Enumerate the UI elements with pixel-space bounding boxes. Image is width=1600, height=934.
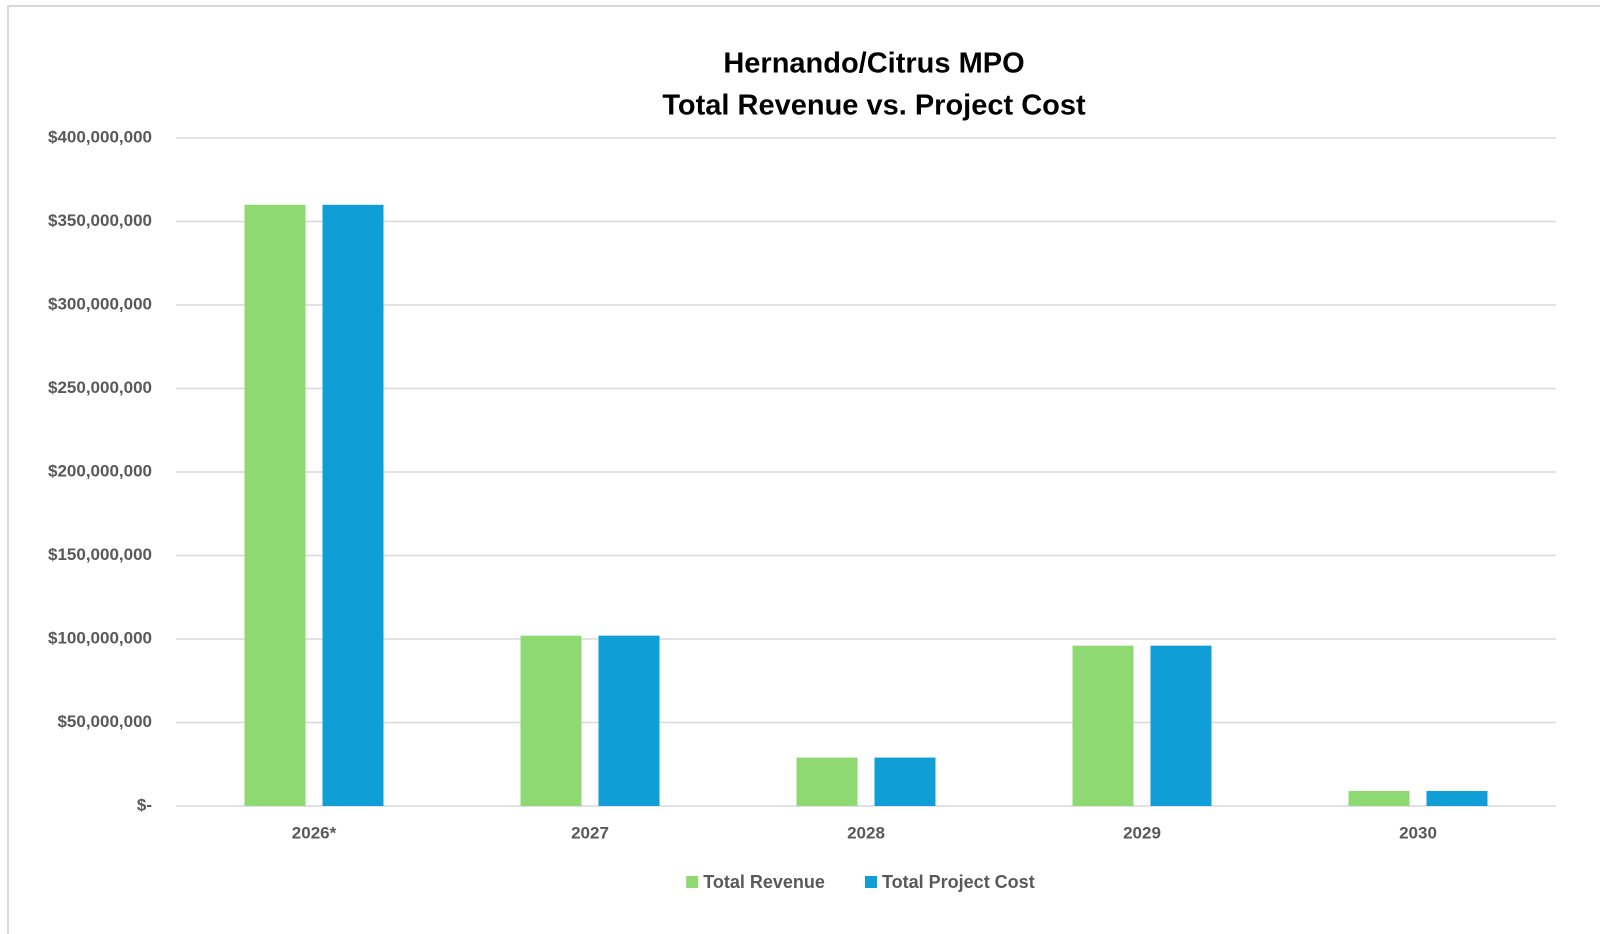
bar — [520, 635, 582, 806]
x-tick-label: 2027 — [571, 823, 609, 842]
bar — [322, 204, 384, 807]
y-tick-label: $200,000,000 — [48, 461, 152, 480]
y-tick-label: $50,000,000 — [57, 712, 152, 731]
bar — [1426, 790, 1488, 806]
bar — [1348, 790, 1410, 806]
y-tick-label: $300,000,000 — [48, 294, 152, 313]
y-tick-label: $100,000,000 — [48, 628, 152, 647]
chart-frame — [7, 5, 1600, 934]
x-tick-label: 2029 — [1123, 823, 1161, 842]
x-tick-label: 2026* — [292, 823, 337, 842]
legend-label: Total Project Cost — [882, 872, 1035, 892]
y-tick-label: $150,000,000 — [48, 545, 152, 564]
x-tick-label: 2028 — [847, 823, 885, 842]
y-tick-label: $400,000,000 — [48, 127, 152, 146]
y-tick-label: $350,000,000 — [48, 211, 152, 230]
bar — [244, 204, 306, 807]
y-tick-label: $- — [137, 795, 152, 814]
bar — [874, 757, 936, 806]
chart-title: Hernando/Citrus MPO — [723, 48, 1024, 80]
legend-swatch — [865, 876, 877, 888]
bar — [598, 635, 660, 806]
chart-subtitle: Total Revenue vs. Project Cost — [662, 90, 1086, 122]
legend-label: Total Revenue — [703, 872, 825, 892]
x-tick-label: 2030 — [1399, 823, 1437, 842]
y-tick-label: $250,000,000 — [48, 378, 152, 397]
legend-swatch — [686, 876, 699, 888]
bar — [1150, 645, 1212, 806]
bar — [1072, 645, 1134, 806]
bar — [796, 757, 858, 806]
